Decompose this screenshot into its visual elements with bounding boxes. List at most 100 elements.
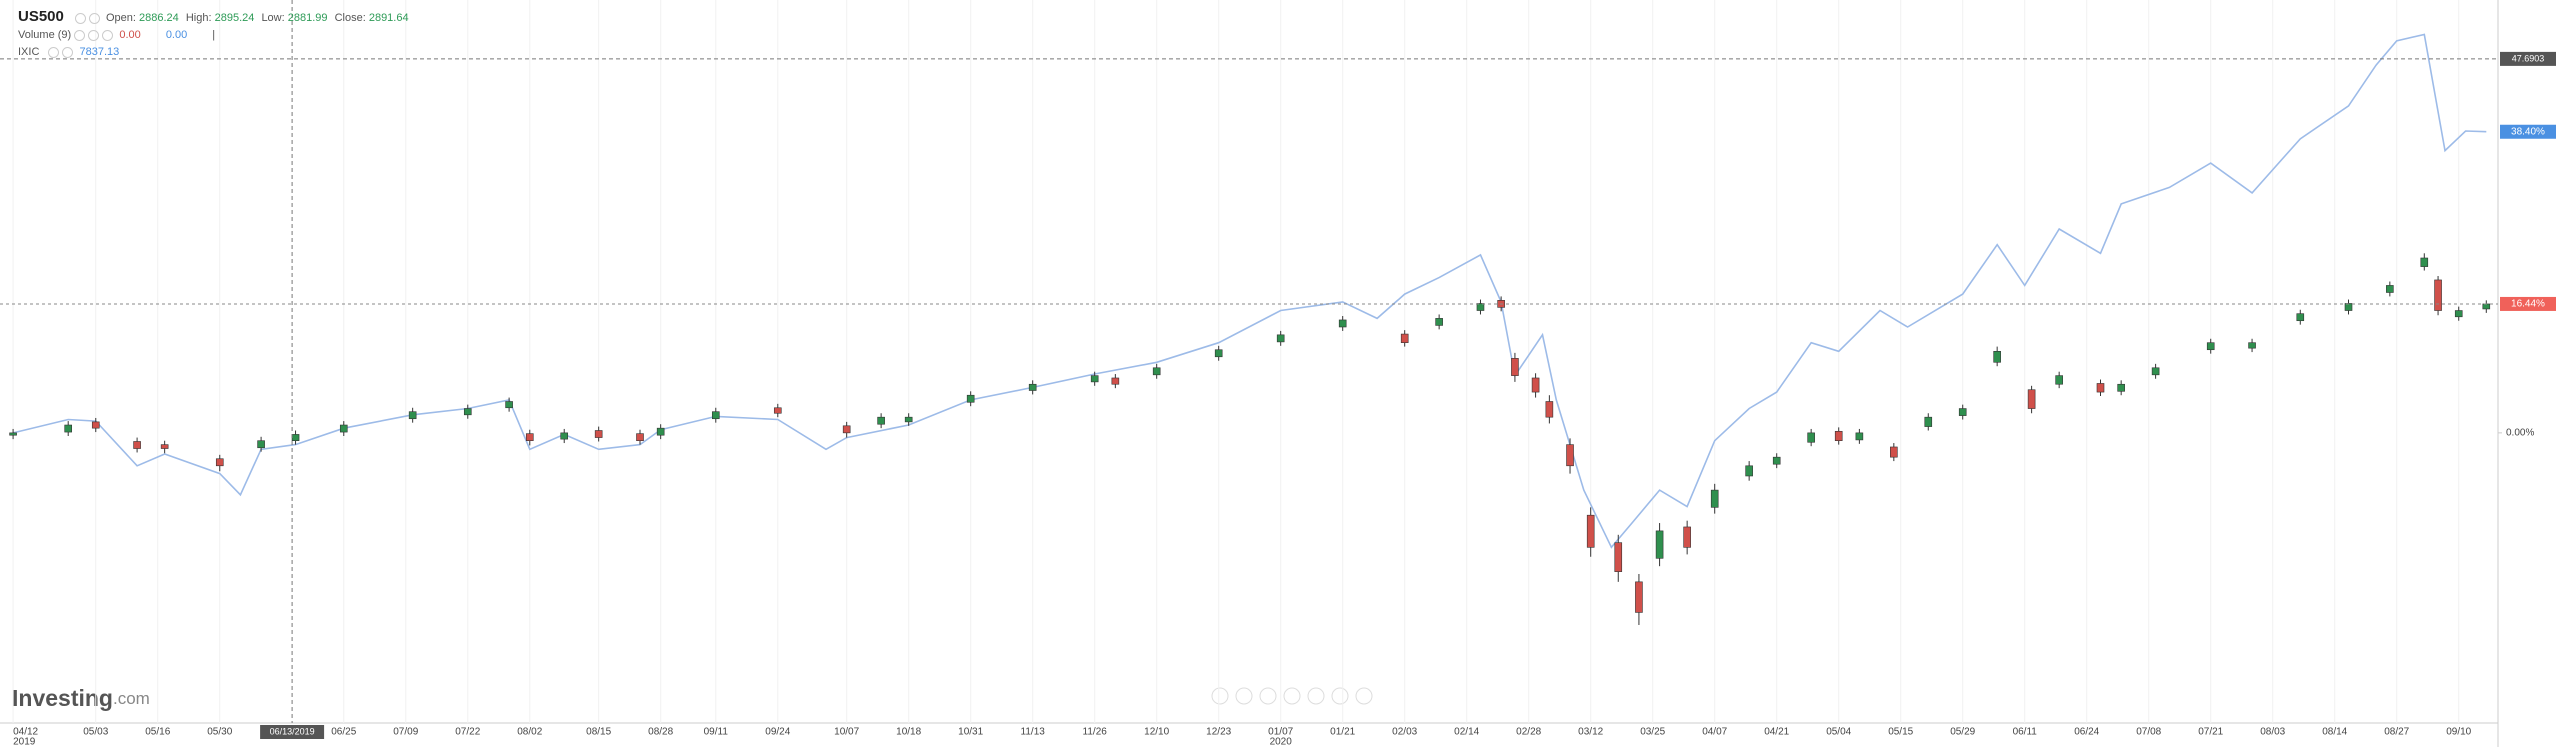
candle-body [160, 444, 169, 449]
x-tick-label: 05/15 [1888, 727, 1913, 738]
x-tick-label: 03/25 [1640, 727, 1665, 738]
candle-body [1710, 489, 1719, 508]
nav-button[interactable] [1235, 687, 1253, 705]
x-tick-label: 12/10 [1144, 727, 1169, 738]
nav-button[interactable] [1259, 687, 1277, 705]
x-tick-label: 08/14 [2322, 727, 2347, 738]
volume-value: 0.00 [119, 29, 141, 41]
series-value: 7837.13 [79, 46, 120, 58]
low-label: Low: [261, 12, 285, 24]
legend-row: Volume (9) 0.00 0.00 | [18, 27, 413, 44]
candle-body [1214, 349, 1223, 358]
nav-button[interactable] [1355, 687, 1373, 705]
icon[interactable] [74, 29, 86, 41]
candle-body [1400, 333, 1409, 343]
candle-body [9, 432, 17, 436]
nav-buttons[interactable] [1211, 687, 1373, 705]
candle-body [1924, 416, 1933, 427]
candle-body [1772, 456, 1781, 465]
candle-body [2248, 342, 2256, 349]
x-tick-label: 09/24 [765, 727, 790, 738]
candle-body [2151, 367, 2160, 376]
separator: | [212, 29, 216, 41]
candle-body [2206, 342, 2215, 351]
candle-body [1511, 358, 1519, 376]
x-tick-label: 07/09 [393, 727, 418, 738]
candle-body [1566, 444, 1574, 467]
candle-body [2454, 310, 2463, 318]
x-tick-label: 08/02 [517, 727, 542, 738]
x-tick-label: 01/07 [1268, 727, 1293, 738]
candle-body [1276, 334, 1285, 343]
candle-body [2117, 383, 2125, 392]
nav-button[interactable] [1211, 687, 1229, 705]
candle-body [1545, 401, 1554, 418]
candle-body [2055, 375, 2063, 385]
open-label: Open: [106, 12, 136, 24]
nav-button[interactable] [1283, 687, 1301, 705]
candle-body [1338, 319, 1347, 328]
candle-body [842, 425, 851, 434]
x-tick-label: 10/07 [834, 727, 859, 738]
x-tick-label: 12/23 [1206, 727, 1231, 738]
candle-body [215, 458, 224, 467]
x-tick-label: 05/29 [1950, 727, 1975, 738]
last-badge [2500, 296, 2556, 311]
x-tick-label: 07/08 [2136, 727, 2161, 738]
icon[interactable] [102, 29, 114, 41]
icon[interactable] [62, 46, 74, 58]
icon[interactable] [74, 12, 86, 24]
crosshair-y-badge [2500, 51, 2556, 66]
candle-body [2344, 303, 2353, 311]
x-tick-label: 10/18 [896, 727, 921, 738]
icon[interactable] [88, 12, 100, 24]
candle-body [904, 416, 913, 423]
series-name: IXIC [18, 46, 40, 58]
candle-body [1111, 377, 1120, 385]
x-tick-label: 06/11 [2013, 727, 2038, 738]
candle-body [1834, 430, 1843, 442]
icon[interactable] [88, 29, 100, 41]
x-tick-label: 05/03 [83, 727, 108, 738]
x-tick-label: 04/07 [1702, 727, 1727, 738]
x-tick-label: 02/14 [1454, 727, 1479, 738]
candle-body [560, 432, 569, 440]
candle-body [1635, 581, 1643, 613]
x-tick-label: 08/27 [2384, 727, 2409, 738]
legend-row: IXIC 7837.13 [18, 44, 413, 61]
candle-body [1683, 526, 1691, 548]
x-tick-label: 02/03 [1392, 727, 1417, 738]
nav-button[interactable] [1307, 687, 1325, 705]
candle-body [1890, 446, 1898, 458]
crosshair-y-label: 47.6903 [2512, 53, 2545, 63]
volume-name: Volume (9) [18, 29, 72, 41]
logo-suffix: .com [113, 689, 150, 708]
x-tick-label: 11/13 [1021, 727, 1046, 738]
candle-body [1090, 375, 1099, 383]
close-label: Close: [334, 12, 366, 24]
crosshair-x-label: 06/13/2019 [270, 726, 315, 736]
candle-body [2296, 313, 2305, 322]
candle-body [291, 434, 300, 442]
candle-body [463, 408, 472, 416]
candle-body [64, 424, 73, 433]
nav-button[interactable] [1331, 687, 1349, 705]
close-value: 2891.64 [368, 12, 409, 24]
high-value: 2895.24 [214, 12, 255, 24]
candle-body [711, 411, 720, 420]
candle-body [2434, 279, 2442, 311]
x-tick-label: 03/12 [1578, 727, 1603, 738]
candle-body [636, 433, 644, 442]
low-value: 2881.99 [287, 12, 328, 24]
candle-body [1745, 465, 1753, 477]
candle-body [594, 430, 603, 438]
x-tick-label: 02/28 [1516, 727, 1541, 738]
icon[interactable] [48, 46, 60, 58]
high-label: High: [185, 12, 212, 24]
candle-body [877, 416, 885, 425]
x-tick-label: 01/21 [1330, 727, 1355, 738]
candle-body [2096, 383, 2105, 393]
candle-body [1993, 351, 2001, 363]
